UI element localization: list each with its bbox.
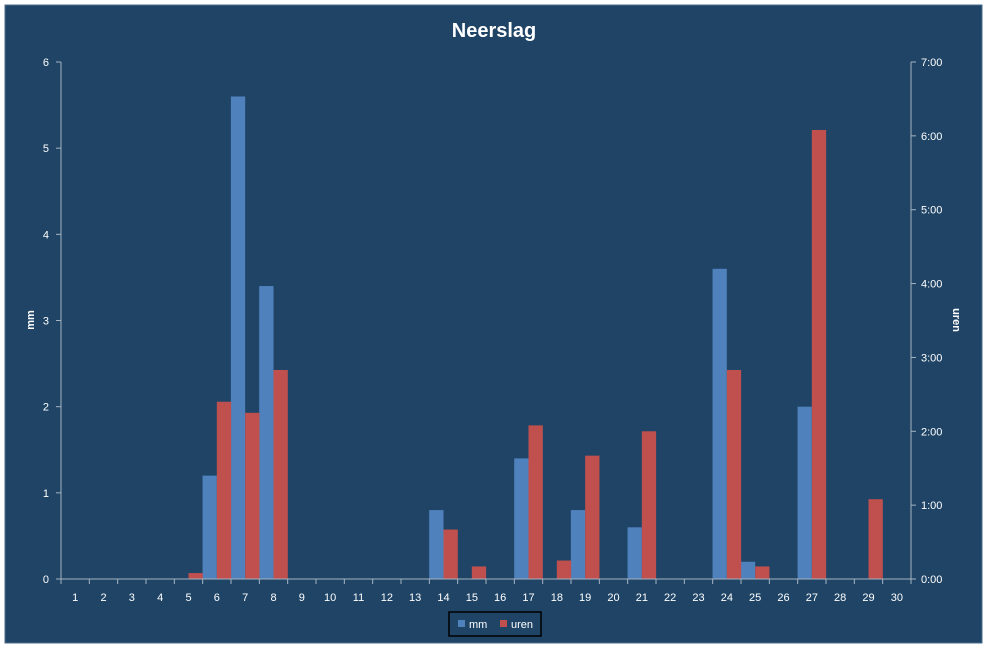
x-tick-label-8: 8 [270,592,276,604]
x-tick-label-15: 15 [466,592,478,604]
y2-tick-label-7: 7:00 [921,57,942,69]
bar-mm-21 [627,527,642,579]
bar-mm-24 [712,268,727,579]
bar-mm-7 [230,96,246,579]
bar-mm-17 [514,458,529,579]
x-tick-label-26: 26 [777,592,789,604]
bar-uren-21 [641,431,657,579]
x-tick-label-12: 12 [381,592,393,604]
y2-tick-label-1: 1:00 [921,500,942,512]
bar-uren-15 [471,566,487,579]
bar-mm-27 [797,406,812,579]
x-tick-label-22: 22 [664,592,676,604]
y-tick-label-5: 5 [43,143,49,155]
x-tick-label-27: 27 [806,592,818,604]
y2-tick-label-3: 3:00 [921,352,942,364]
chart-background [4,4,983,644]
bar-uren-19 [585,455,600,579]
y2-axis-title: uren [950,308,962,332]
x-tick-label-4: 4 [157,592,163,604]
bar-uren-18 [556,560,572,579]
bar-uren-6 [216,401,232,579]
bar-uren-27 [811,129,827,579]
y2-tick-label-6: 6:00 [921,131,942,143]
y-tick-label-0: 0 [43,574,49,586]
bar-mm-8 [259,286,274,579]
y2-tick-label-5: 5:00 [921,205,942,217]
legend: mm uren [448,611,542,637]
chart-title: Neerslag [452,20,537,42]
legend-label-mm: mm [469,619,487,631]
legend-swatch-mm [458,620,465,627]
x-tick-label-11: 11 [353,592,364,604]
x-tick-label-21: 21 [636,592,648,604]
x-tick-label-7: 7 [242,592,248,604]
x-tick-label-29: 29 [862,592,874,604]
bar-uren-8 [273,369,288,579]
x-tick-label-10: 10 [324,592,336,604]
y-tick-label-4: 4 [43,229,49,241]
y2-tick-label-0: 0:00 [921,574,942,586]
x-tick-label-1: 1 [72,592,78,604]
bar-uren-24 [726,369,742,579]
bar-uren-7 [245,412,260,579]
y2-tick-label-2: 2:00 [921,426,942,438]
bar-uren-14 [443,529,458,579]
legend-label-uren: uren [511,619,533,631]
y-tick-label-3: 3 [43,316,49,328]
x-tick-label-30: 30 [891,592,903,604]
x-tick-label-17: 17 [522,592,534,604]
y2-tick-label-4: 4:00 [921,279,942,291]
x-tick-label-24: 24 [721,592,733,604]
bar-mm-14 [429,510,444,579]
x-tick-label-14: 14 [437,592,449,604]
bar-uren-17 [528,425,543,579]
y-tick-label-6: 6 [43,57,49,69]
x-tick-label-5: 5 [185,592,191,604]
y-tick-label-1: 1 [43,488,49,500]
x-tick-label-23: 23 [692,592,704,604]
x-tick-label-3: 3 [129,592,135,604]
x-tick-label-6: 6 [214,592,220,604]
x-tick-label-28: 28 [834,592,846,604]
bar-uren-29 [868,499,883,579]
bar-mm-25 [740,561,756,579]
legend-swatch-uren [500,620,507,627]
y-axis-title: mm [25,310,37,330]
x-tick-label-25: 25 [749,592,761,604]
x-tick-label-16: 16 [494,592,506,604]
x-tick-label-2: 2 [100,592,106,604]
y-tick-label-2: 2 [43,402,49,414]
bar-mm-19 [570,510,586,579]
x-tick-label-19: 19 [579,592,591,604]
bar-mm-6 [202,475,217,579]
x-tick-label-20: 20 [607,592,619,604]
x-tick-label-13: 13 [409,592,421,604]
bar-uren-5 [188,573,203,579]
x-tick-label-18: 18 [551,592,563,604]
bar-uren-25 [755,566,770,579]
plot-area: 01234560:001:002:003:004:005:006:007:001… [43,57,943,604]
x-tick-label-9: 9 [299,592,305,604]
